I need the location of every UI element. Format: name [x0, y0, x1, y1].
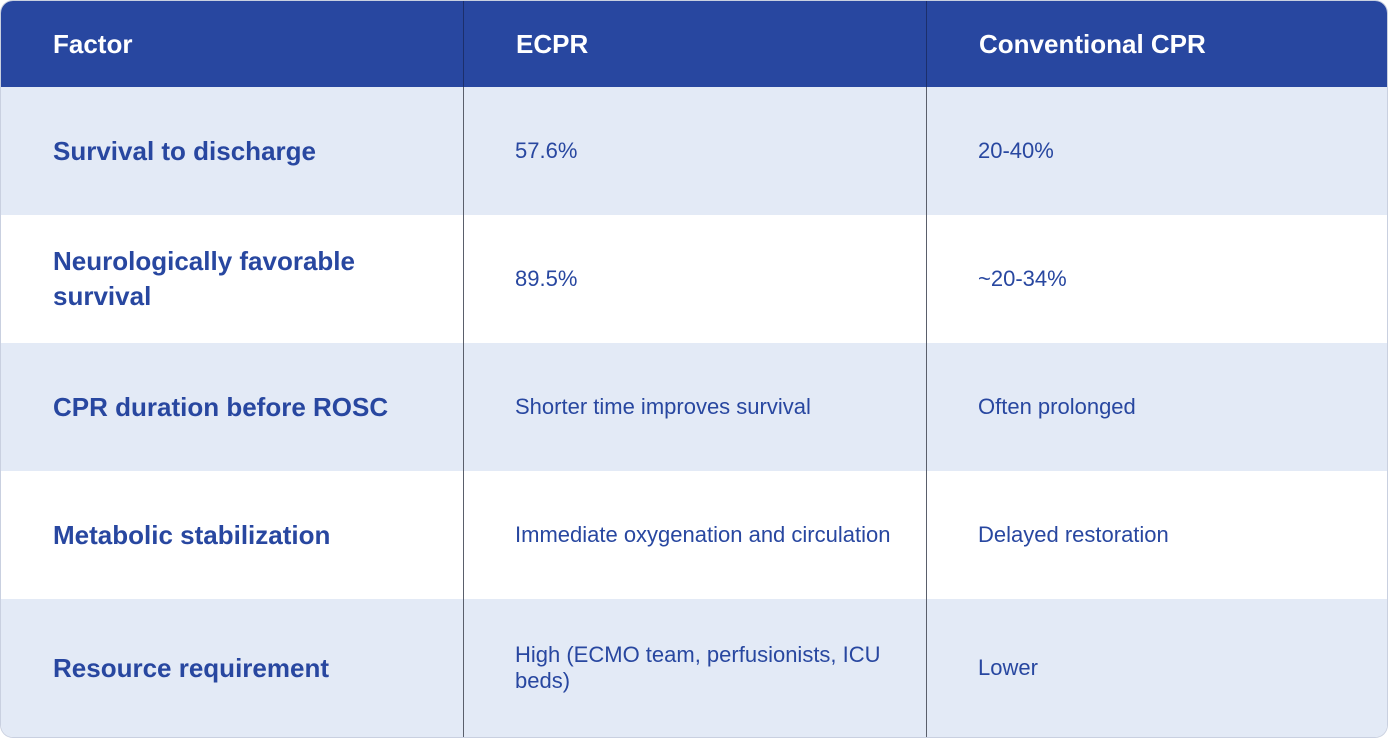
ecpr-cell: 89.5% [464, 215, 927, 343]
factor-cell: Survival to discharge [1, 87, 464, 215]
conventional-cell: Lower [978, 655, 1038, 680]
table-header-row: Factor ECPR Conventional CPR [1, 1, 1387, 87]
header-ecpr: ECPR [464, 1, 927, 87]
ecpr-cell: 57.6% [464, 87, 927, 215]
factor-cell: Neurologically favorable survival [1, 215, 464, 343]
factor-cell: CPR duration before ROSC [1, 343, 464, 471]
table-row: Resource requirement High (ECMO team, pe… [1, 599, 1387, 737]
ecpr-cell: High (ECMO team, perfusionists, ICU beds… [464, 599, 927, 737]
conventional-cell: ~20-34% [978, 266, 1067, 291]
conventional-cell: 20-40% [978, 138, 1054, 163]
ecpr-cell: Shorter time improves survival [464, 343, 927, 471]
factor-cell: Resource requirement [1, 599, 464, 737]
table-row: Metabolic stabilization Immediate oxygen… [1, 471, 1387, 599]
header-conventional-cpr: Conventional CPR [979, 28, 1206, 59]
table-row: CPR duration before ROSC Shorter time im… [1, 343, 1387, 471]
conventional-cell: Delayed restoration [978, 522, 1169, 547]
ecpr-cell: Immediate oxygenation and circulation [464, 471, 927, 599]
table-row: Survival to discharge 57.6% 20-40% [1, 87, 1387, 215]
table-row: Neurologically favorable survival 89.5% … [1, 215, 1387, 343]
factor-cell: Metabolic stabilization [1, 471, 464, 599]
conventional-cell: Often prolonged [978, 394, 1136, 419]
header-factor: Factor [1, 1, 464, 87]
